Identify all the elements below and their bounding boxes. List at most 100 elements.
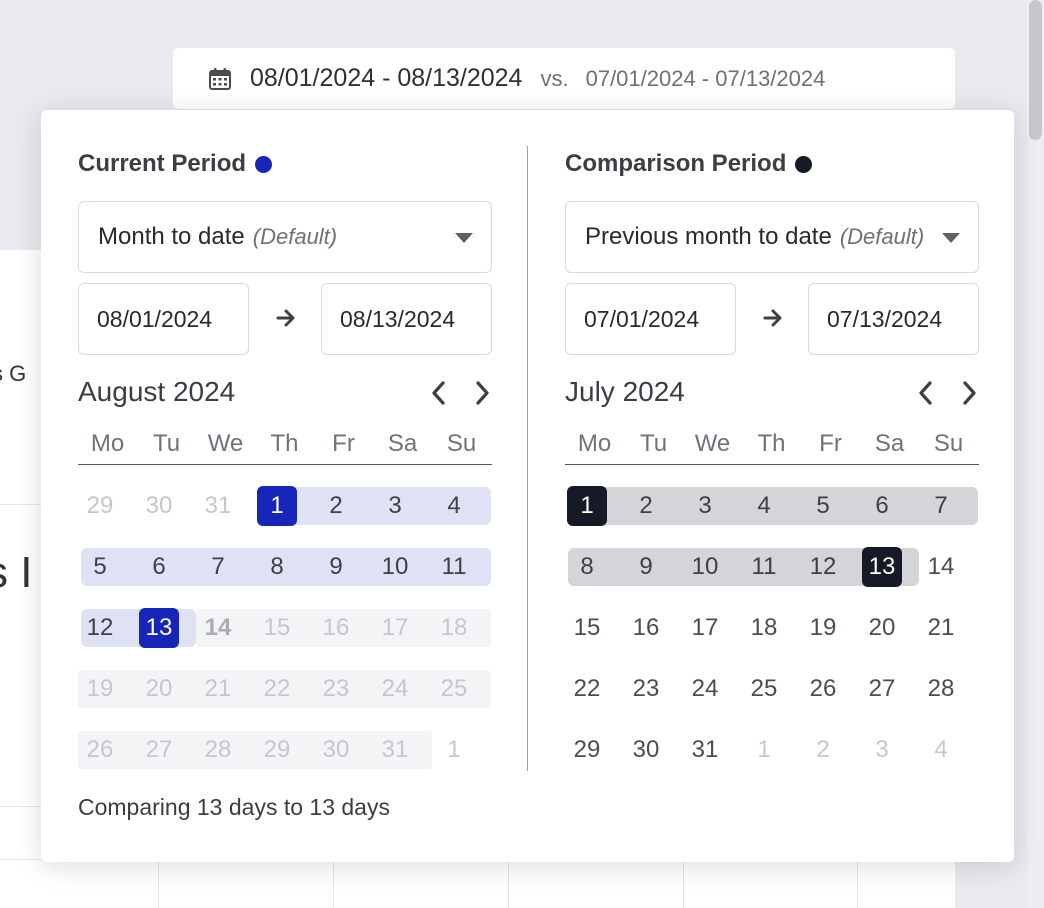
arrow-right-icon [275, 307, 297, 329]
calendar-day: 15 [263, 614, 291, 641]
calendar-day[interactable]: 23 [632, 675, 660, 702]
calendar-day[interactable]: 2 [639, 492, 653, 519]
calendar-day[interactable]: 3 [698, 492, 712, 519]
date-range-trigger[interactable]: 08/01/2024 - 08/13/2024 vs. 07/01/2024 -… [173, 48, 955, 109]
comparison-preset-select[interactable]: Previous month to date (Default) [565, 201, 979, 273]
comparison-end-date-input[interactable] [808, 283, 979, 355]
chevron-left-icon[interactable] [915, 380, 937, 406]
caret-down-icon [455, 233, 473, 243]
weekday-header: Mo Tu We Th Fr Sa Su [565, 430, 979, 465]
comparison-period-dot-icon [795, 155, 813, 173]
calendar-day[interactable]: 31 [204, 492, 232, 519]
calendar-day: 19 [86, 675, 114, 702]
chevron-right-icon[interactable] [471, 380, 493, 406]
calendar-day[interactable]: 25 [750, 675, 778, 702]
comparison-start-date-input[interactable] [565, 283, 736, 355]
calendar-day[interactable]: 31 [691, 736, 719, 763]
calendar-day[interactable]: 12 [86, 614, 114, 641]
comparison-period-title: Comparison Period [565, 150, 813, 178]
calendar-day[interactable]: 1 [757, 736, 771, 763]
calendar-day[interactable]: 13 [862, 547, 902, 587]
calendar-day: 23 [322, 675, 350, 702]
calendar-day[interactable]: 12 [809, 553, 837, 580]
calendar-day[interactable]: 1 [447, 736, 461, 763]
calendar-day[interactable]: 6 [875, 492, 889, 519]
weekday-label: Sa [874, 430, 905, 457]
calendar-day[interactable]: 27 [868, 675, 896, 702]
weekday-label: Tu [152, 430, 181, 457]
calendar-day[interactable]: 1 [257, 486, 297, 526]
background-text-fragment: s G [0, 361, 27, 386]
calendar-day[interactable]: 20 [868, 614, 896, 641]
calendar-day[interactable]: 8 [580, 553, 594, 580]
background-heading-fragment: s I [0, 548, 33, 597]
calendar-day[interactable]: 26 [809, 675, 837, 702]
calendar-day[interactable]: 5 [93, 553, 107, 580]
calendar-day[interactable]: 28 [927, 675, 955, 702]
calendar-day[interactable]: 4 [934, 736, 948, 763]
comparison-period-label: Comparison Period [565, 150, 787, 177]
background-column-line [683, 860, 684, 908]
calendar-day: 16 [322, 614, 350, 641]
calendar-day[interactable]: 29 [573, 736, 601, 763]
weekday-label: We [207, 430, 244, 457]
current-preset-select[interactable]: Month to date (Default) [78, 201, 492, 273]
range-highlight [81, 548, 491, 586]
background-column-line [508, 860, 509, 908]
chevron-left-icon[interactable] [428, 380, 450, 406]
calendar-day[interactable]: 2 [329, 492, 343, 519]
calendar-day[interactable]: 2 [816, 736, 830, 763]
page-scrollbar-track[interactable] [1027, 0, 1044, 908]
calendar-day[interactable]: 8 [270, 553, 284, 580]
calendar-day: 30 [322, 736, 350, 763]
calendar-day[interactable]: 4 [757, 492, 771, 519]
weekday-label: Th [270, 430, 299, 457]
caret-down-icon [942, 233, 960, 243]
calendar-day: 18 [440, 614, 468, 641]
calendar-day[interactable]: 22 [573, 675, 601, 702]
current-start-date-input[interactable] [78, 283, 249, 355]
weekday-label: Th [757, 430, 786, 457]
calendar-day[interactable]: 19 [809, 614, 837, 641]
calendar-day[interactable]: 16 [632, 614, 660, 641]
calendar-day[interactable]: 24 [691, 675, 719, 702]
background-column-line [158, 860, 159, 908]
calendar-day[interactable]: 29 [86, 492, 114, 519]
calendar-day[interactable]: 4 [447, 492, 461, 519]
current-month-label: August 2024 [78, 376, 236, 407]
calendar-day[interactable]: 30 [632, 736, 660, 763]
current-end-date-input[interactable] [321, 283, 492, 355]
calendar-day: 26 [86, 736, 114, 763]
chevron-right-icon[interactable] [958, 380, 980, 406]
calendar-day[interactable]: 5 [816, 492, 830, 519]
calendar-day[interactable]: 9 [639, 553, 653, 580]
calendar-day[interactable]: 17 [691, 614, 719, 641]
comparison-preset-label: Previous month to date [585, 223, 832, 250]
calendar-day[interactable]: 7 [211, 553, 225, 580]
calendar-day[interactable]: 21 [927, 614, 955, 641]
calendar-day[interactable]: 10 [691, 553, 719, 580]
calendar-day[interactable]: 15 [573, 614, 601, 641]
calendar-day[interactable]: 1 [567, 486, 607, 526]
calendar-day[interactable]: 18 [750, 614, 778, 641]
current-preset-label: Month to date [98, 223, 245, 250]
calendar-day[interactable]: 7 [934, 492, 948, 519]
calendar-day[interactable]: 9 [329, 553, 343, 580]
range-highlight [568, 487, 978, 525]
calendar-day[interactable]: 30 [145, 492, 173, 519]
disabled-days-band [78, 670, 491, 708]
weekday-label: Fr [819, 430, 842, 457]
calendar-day[interactable]: 13 [139, 608, 179, 648]
calendar-day[interactable]: 11 [441, 553, 467, 580]
page-scrollbar-thumb[interactable] [1029, 0, 1042, 140]
calendar-day[interactable]: 10 [381, 553, 409, 580]
calendar-day[interactable]: 3 [875, 736, 889, 763]
calendar-day[interactable]: 14 [927, 553, 955, 580]
calendar-icon [208, 67, 232, 91]
range-highlight [568, 548, 919, 586]
calendar-day[interactable]: 3 [388, 492, 402, 519]
comparison-range-text: 07/01/2024 - 07/13/2024 [585, 65, 826, 91]
calendar-day: 25 [440, 675, 468, 702]
calendar-day[interactable]: 11 [751, 553, 777, 580]
calendar-day[interactable]: 6 [152, 553, 166, 580]
